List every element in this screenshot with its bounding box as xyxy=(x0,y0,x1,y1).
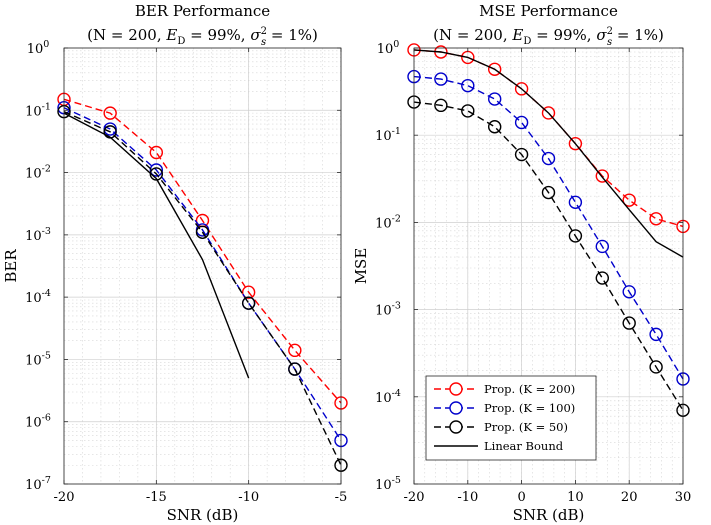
chart2-data-point xyxy=(622,316,636,330)
chart2-legend: Prop. (K = 200) Prop. (K = 100) Prop. (K =… xyxy=(425,375,597,461)
chart2-y-tick-label: 10-1 xyxy=(375,126,401,144)
chart2-legend-item: Prop. (K = 100) xyxy=(434,401,575,415)
chart2-x-tick-label: 10 xyxy=(567,490,584,505)
chart1-title: BER Performance xyxy=(135,2,270,20)
chart1-x-axis-label: SNR (dB) xyxy=(167,506,239,524)
chart2-y-tick-label: 10-3 xyxy=(375,301,401,319)
chart2-data-point xyxy=(541,106,556,120)
chart1-plot-area xyxy=(64,48,341,484)
chart2-legend-marker xyxy=(449,420,463,434)
chart2-y-tick-label: 100 xyxy=(377,39,400,57)
chart1-x-tick-label: -20 xyxy=(54,490,75,505)
chart1-series-bound xyxy=(63,112,250,379)
chart2-data-point xyxy=(649,360,663,374)
chart2-data-point xyxy=(568,229,583,243)
chart1: -20 -15 -10 -5 10-7 10-6 10-5 10-4 10-3 10-2 10-1 1… xyxy=(2,2,348,524)
chart2-series-k50 xyxy=(407,95,690,418)
chart1-y-tick-label: 10-5 xyxy=(25,350,51,368)
chart2-data-point xyxy=(461,104,475,118)
chart2-data-point xyxy=(434,72,448,86)
chart2-subtitle: (N = 200, ED​ = 99%, σ2s​ = 1%) xyxy=(433,26,664,48)
chart2-data-point xyxy=(541,151,556,166)
chart2-series-line xyxy=(413,49,684,258)
chart2-data-point xyxy=(514,115,529,130)
chart2-data-point xyxy=(595,169,609,183)
chart2-data-point xyxy=(514,147,529,162)
chart1-data-point xyxy=(103,106,117,120)
chart2-title: MSE Performance xyxy=(479,2,618,20)
chart1-series-line xyxy=(63,112,250,379)
chart2-y-tick-label: 10-5 xyxy=(375,475,401,493)
chart2-data-point xyxy=(595,239,609,254)
chart1-y-tick-label: 100 xyxy=(27,39,50,57)
chart2-series-k100 xyxy=(407,69,690,386)
chart2-data-point xyxy=(488,120,502,134)
chart2-x-tick-label: -10 xyxy=(457,490,478,505)
chart2-x-tick-label: -20 xyxy=(404,490,425,505)
chart1-data-point xyxy=(149,163,164,177)
chart2-x-tick-label: 0 xyxy=(517,490,525,505)
chart1-y-tick-label: 10-6 xyxy=(25,413,51,431)
chart2-data-point xyxy=(541,185,556,200)
chart2-series-line xyxy=(413,75,684,380)
chart2-legend-marker xyxy=(449,382,463,396)
chart2-data-point xyxy=(622,193,636,207)
chart2-data-point xyxy=(649,212,663,226)
chart1-y-axis-label: BER xyxy=(2,249,20,283)
chart2-legend-label: Prop. (K = 200) xyxy=(484,382,575,396)
chart1-data-point xyxy=(195,225,210,239)
chart2-legend-item: Linear Bound xyxy=(434,439,564,453)
chart2-x-axis-label: SNR (dB) xyxy=(513,506,585,524)
chart2-series-bound xyxy=(413,49,684,258)
chart1-x-tick-label: -10 xyxy=(238,490,259,505)
chart2-series-line xyxy=(413,101,684,411)
chart2-data-point xyxy=(488,62,502,76)
chart2-x-tick-label: 20 xyxy=(621,490,638,505)
chart2-data-point xyxy=(595,271,609,285)
chart2-y-tick-label: 10-2 xyxy=(375,213,401,231)
chart2-axes-box xyxy=(413,47,684,485)
chart1-data-point xyxy=(288,343,302,358)
chart2: -20 -10 0 10 20 30 10-5 10-4 10-3 10-2 10-1 100 SNR … xyxy=(352,2,691,524)
chart1-data-point xyxy=(149,145,164,160)
chart2-y-axis-label: MSE xyxy=(352,248,370,285)
chart1-y-tick-label: 10-7 xyxy=(25,475,51,493)
chart1-subtitle: (N = 200, ED​ = 99%, σ2s​ = 1%) xyxy=(87,26,318,48)
chart1-y-tick-label: 10-1 xyxy=(25,101,51,119)
chart2-legend-label: Prop. (K = 100) xyxy=(484,401,575,415)
chart2-legend-label: Prop. (K = 50) xyxy=(484,420,568,434)
chart1-x-tick-label: -5 xyxy=(335,490,348,505)
chart1-data-point xyxy=(288,362,302,376)
chart1-series-line xyxy=(63,98,342,404)
chart2-data-point xyxy=(568,136,583,151)
chart2-legend-label: Linear Bound xyxy=(484,439,564,453)
chart1-data-point xyxy=(241,285,256,299)
chart2-data-point xyxy=(488,92,502,106)
chart1-series-line xyxy=(63,111,342,466)
chart2-legend-marker xyxy=(449,401,463,415)
chart2-data-point xyxy=(461,78,475,93)
chart2-x-tick-label: 30 xyxy=(675,490,692,505)
chart1-data-point xyxy=(241,296,256,310)
chart1-axes-box xyxy=(63,47,342,485)
chart1-y-tick-label: 10-3 xyxy=(25,226,51,244)
chart2-legend-item: Prop. (K = 50) xyxy=(434,420,568,434)
chart2-y-tick-label: 10-4 xyxy=(375,388,401,406)
chart1-y-tick-label: 10-2 xyxy=(25,164,51,182)
chart2-data-point xyxy=(622,285,636,299)
chart2-data-point xyxy=(434,98,448,113)
chart2-data-point xyxy=(649,327,663,342)
chart2-data-point xyxy=(568,195,583,210)
chart1-x-tick-label: -15 xyxy=(146,490,167,505)
chart1-y-tick-label: 10-4 xyxy=(25,288,51,306)
chart2-legend-item: Prop. (K = 200) xyxy=(434,382,575,396)
chart2-data-point xyxy=(514,82,529,96)
